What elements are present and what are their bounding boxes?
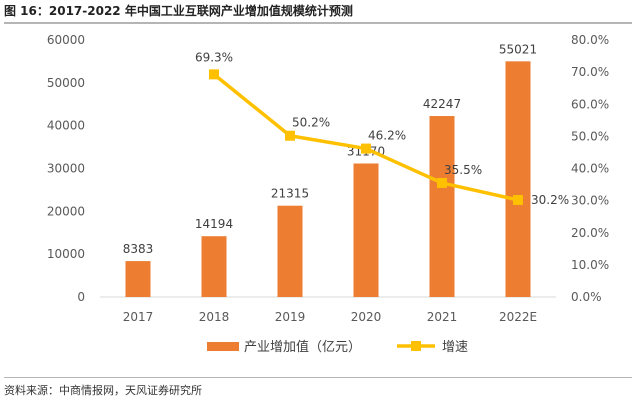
x-tick-label: 2018	[199, 310, 230, 324]
legend-bar-swatch	[207, 342, 239, 351]
left-tick-label: 50000	[47, 76, 85, 90]
right-tick-label: 60.0%	[571, 97, 609, 111]
bar-2018	[201, 236, 227, 297]
bar-value-label: 21315	[271, 187, 309, 201]
bar-series	[125, 61, 531, 297]
legend-line-marker	[411, 341, 421, 351]
bar-2020	[353, 163, 379, 297]
growth-value-label: 35.5%	[444, 163, 482, 177]
bar-value-label: 8383	[123, 242, 154, 256]
growth-value-label: 46.2%	[368, 129, 406, 143]
right-tick-label: 10.0%	[571, 258, 609, 272]
right-tick-label: 70.0%	[571, 65, 609, 79]
x-tick-label: 2020	[351, 310, 382, 324]
x-axis-ticks: 2017 2018 2019 2020 2021 2022E	[123, 310, 537, 324]
left-tick-label: 60000	[47, 33, 85, 47]
growth-markers	[209, 69, 523, 205]
source-note: 资料来源：中商情报网，天风证券研究所	[4, 377, 632, 398]
figure-title: 图 16：2017-2022 年中国工业互联网产业增加值规模统计预测	[4, 2, 632, 24]
bar-value-label: 42247	[423, 97, 461, 111]
growth-value-label: 69.3%	[195, 50, 233, 64]
growth-value-label: 50.2%	[292, 116, 330, 130]
bar-2019	[277, 205, 303, 297]
right-tick-label: 0.0%	[571, 290, 602, 304]
growth-value-labels: 69.3% 50.2% 46.2% 35.5% 30.2%	[195, 50, 569, 207]
left-tick-label: 10000	[47, 247, 85, 261]
growth-marker-2018	[209, 69, 219, 80]
growth-value-label: 30.2%	[531, 193, 569, 207]
bar-2021	[429, 116, 455, 297]
bar-value-label: 55021	[499, 42, 537, 56]
growth-marker-2022E	[513, 194, 523, 205]
growth-marker-2020	[361, 143, 371, 154]
left-tick-label: 30000	[47, 162, 85, 176]
x-tick-label: 2017	[123, 310, 154, 324]
legend-line-label: 增速	[442, 340, 468, 355]
bar-2022E	[505, 61, 531, 297]
right-tick-label: 30.0%	[571, 194, 609, 208]
right-axis-ticks: 0.0% 10.0% 20.0% 30.0% 40.0% 50.0% 60.0% 70.0% 8…	[571, 33, 609, 304]
legend-bar-label: 产业增加值（亿元）	[244, 339, 361, 355]
bar-2017	[125, 261, 151, 297]
right-tick-label: 20.0%	[571, 226, 609, 240]
right-tick-label: 80.0%	[571, 33, 609, 47]
right-tick-label: 50.0%	[571, 129, 609, 143]
left-tick-label: 40000	[47, 119, 85, 133]
growth-marker-2019	[285, 130, 295, 141]
right-tick-label: 40.0%	[571, 162, 609, 176]
left-tick-label: 0	[77, 290, 85, 304]
x-tick-label: 2022E	[499, 310, 537, 324]
left-axis-ticks: 0 10000 20000 30000 40000 50000 60000	[47, 33, 85, 304]
left-tick-label: 20000	[47, 204, 85, 218]
legend: 产业增加值（亿元） 增速	[207, 339, 468, 355]
bar-value-labels: 83831419421315311704224755021	[123, 42, 537, 256]
x-tick-label: 2021	[427, 310, 458, 324]
bar-value-label: 14194	[195, 217, 233, 231]
x-tick-label: 2019	[275, 310, 306, 324]
growth-marker-2021	[437, 177, 447, 188]
